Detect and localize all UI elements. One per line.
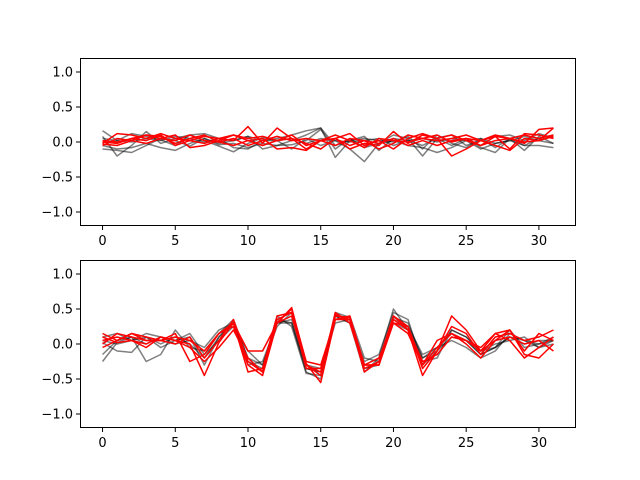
series-group [101, 306, 554, 384]
series-group [101, 125, 554, 163]
x-tick-label: 20 [385, 436, 402, 451]
y-tick-label: 1.0 [52, 66, 73, 81]
x-tick-label: 25 [458, 436, 475, 451]
x-tick-label: 10 [240, 436, 257, 451]
series-line-9 [102, 311, 554, 377]
x-tick-label: 30 [531, 234, 548, 249]
y-tick-label: 0.0 [52, 136, 73, 151]
x-tick-label: 0 [98, 436, 106, 451]
x-tick-label: 15 [312, 234, 329, 249]
y-tick-label: −0.5 [41, 171, 73, 186]
series-line-8 [102, 134, 554, 149]
x-tick-label: 25 [458, 234, 475, 249]
axes-frame [80, 260, 576, 428]
x-tick-label: 15 [312, 436, 329, 451]
x-tick-label: 30 [531, 436, 548, 451]
y-tick-label: −0.5 [41, 373, 73, 388]
y-tick-label: −1.0 [41, 408, 73, 423]
y-tick-label: 0.5 [52, 101, 73, 116]
y-tick-label: −1.0 [41, 206, 73, 221]
x-tick-label: 5 [171, 436, 179, 451]
x-tick-label: 0 [98, 234, 106, 249]
top-axes: 0 5 10 15 20 25 30 −1.0 −0.5 0.0 0.5 1.0 [41, 58, 576, 249]
x-tick-label: 5 [171, 234, 179, 249]
y-tick-label: 0.5 [52, 303, 73, 318]
y-tick-label: 1.0 [52, 268, 73, 283]
axes-frame [80, 58, 576, 226]
y-tick-label: 0.0 [52, 338, 73, 353]
x-tick-label: 10 [240, 234, 257, 249]
series-line-9 [102, 134, 554, 150]
x-tick-label: 20 [385, 234, 402, 249]
bottom-axes: 0 5 10 15 20 25 30 −1.0 −0.5 0.0 0.5 1.0 [41, 260, 576, 451]
